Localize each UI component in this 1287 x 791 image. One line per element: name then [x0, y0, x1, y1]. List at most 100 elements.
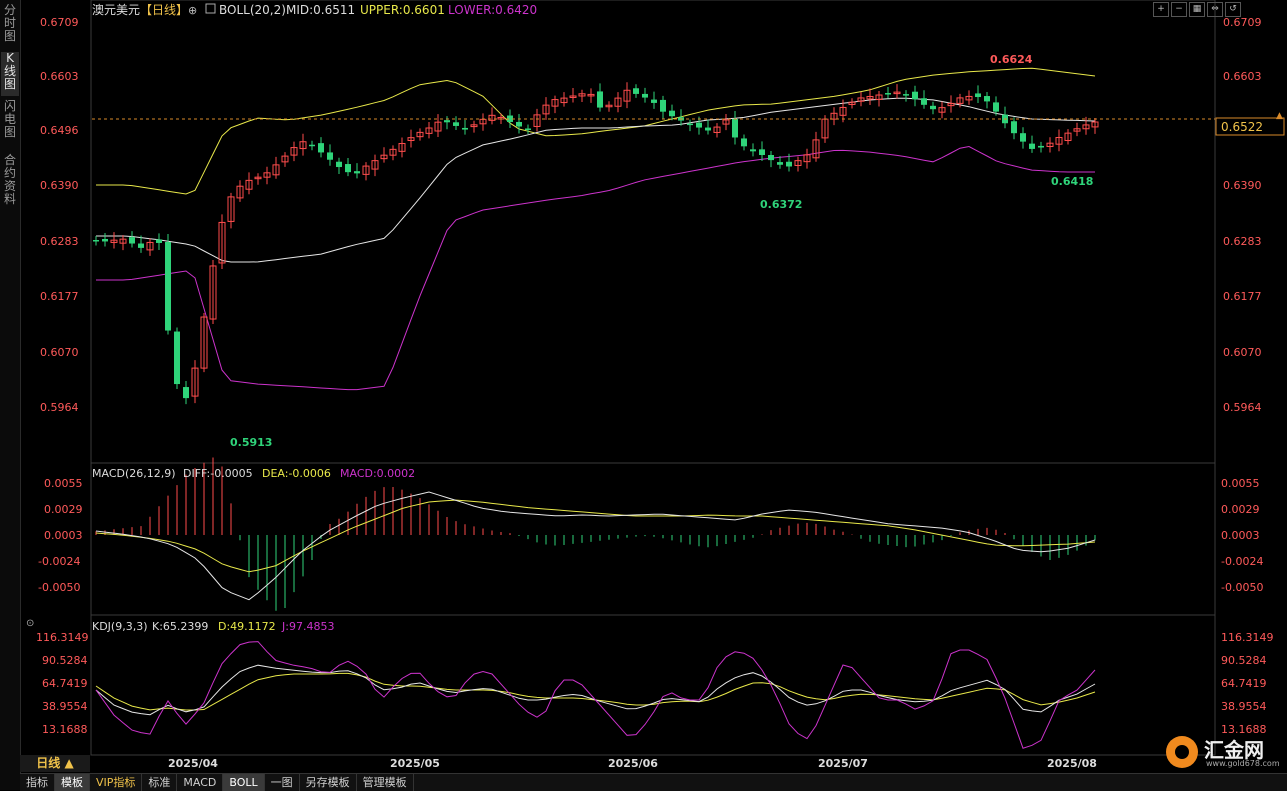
- macd-dea: DEA:-0.0006: [262, 467, 331, 480]
- boll-mid-line: [96, 97, 1096, 263]
- price-tick-left: 0.6390: [40, 179, 79, 192]
- candle-body: [1020, 133, 1026, 142]
- tab-save-template[interactable]: 另存模板: [300, 774, 357, 791]
- candle-body: [875, 94, 883, 100]
- date-axis: 2025/04 2025/05 2025/06 2025/07 2025/08: [168, 757, 1097, 770]
- date-tick: 2025/05: [390, 757, 440, 770]
- kdj-tick-right: 90.5284: [1221, 654, 1267, 667]
- candle-body: [803, 154, 811, 163]
- macd-tick-right: -0.0024: [1221, 555, 1263, 568]
- side-tab-contract-info[interactable]: 合约资料: [3, 153, 16, 206]
- tab-templates[interactable]: 模板: [55, 774, 90, 791]
- tab-standard[interactable]: 标准: [142, 774, 178, 791]
- candle-body: [507, 115, 513, 122]
- candle-body: [965, 95, 973, 101]
- candle-body: [921, 98, 927, 105]
- candle-body: [327, 152, 333, 160]
- side-tab-kline[interactable]: K线图: [1, 52, 19, 96]
- macd-tick-left: 0.0029: [44, 503, 83, 516]
- candle-body: [245, 179, 253, 190]
- bottom-tab-bar: 指标 模板 VIP指标 标准 MACD BOLL 一图 另存模板 管理模板: [20, 773, 1287, 791]
- pan-icon[interactable]: ⇔: [1207, 2, 1223, 17]
- zoom-out-icon[interactable]: −: [1171, 2, 1187, 17]
- candle-body: [687, 123, 693, 126]
- candle-body: [866, 95, 874, 100]
- candle-body: [174, 331, 180, 385]
- candle-body: [947, 102, 955, 107]
- candle-body: [885, 93, 891, 95]
- candle-body: [857, 97, 865, 102]
- macd-diff-line: [95, 491, 1096, 601]
- candle-body: [560, 97, 568, 104]
- candle-body: [642, 93, 648, 98]
- tab-boll[interactable]: BOLL: [223, 774, 265, 791]
- date-tick: 2025/04: [168, 757, 218, 770]
- candle-body: [254, 176, 262, 180]
- macd-tick-right: -0.0050: [1221, 581, 1263, 594]
- zoom-in-icon[interactable]: +: [1153, 2, 1169, 17]
- candle-body: [416, 131, 424, 138]
- tab-indicators[interactable]: 指标: [20, 774, 55, 791]
- candle-body: [462, 127, 468, 130]
- candle-body: [623, 89, 631, 102]
- candle-body: [236, 185, 244, 199]
- candle-body: [119, 238, 127, 244]
- candle-body: [165, 241, 171, 331]
- settings-icon[interactable]: ⊕: [188, 4, 197, 17]
- site-logo: 汇金网 www.gold678.com: [1166, 732, 1280, 772]
- tab-manage-templates[interactable]: 管理模板: [357, 774, 414, 791]
- grid-icon[interactable]: ▦: [1189, 2, 1205, 17]
- candle-body: [470, 124, 478, 128]
- candle-body: [1011, 121, 1017, 134]
- tab-vip-indicators[interactable]: VIP指标: [90, 774, 143, 791]
- boll-lines: [96, 67, 1096, 391]
- candle-body: [1029, 143, 1035, 149]
- kline-chart[interactable]: 0.6709 0.6603 0.6496 0.6390 0.6283 0.6177 0.60…: [0, 0, 1287, 773]
- side-tab-bar: 分时图 K线图 闪电图 合约资料: [0, 0, 21, 790]
- candle-body: [533, 114, 541, 127]
- boll-mid: MID:0.6511: [286, 3, 355, 17]
- macd-frame: [90, 462, 1216, 616]
- side-tab-timeshare[interactable]: 分时图: [3, 3, 16, 43]
- candle-body: [893, 91, 901, 95]
- candle-body: [839, 106, 847, 116]
- candle-body: [354, 171, 360, 174]
- candle-body: [1073, 128, 1081, 132]
- boll-lower: LOWER:0.6420: [448, 3, 537, 17]
- current-price-label: 0.6522: [1221, 120, 1263, 134]
- side-tab-flash[interactable]: 闪电图: [3, 99, 16, 139]
- period-selector-button[interactable]: 日线 ▲: [20, 755, 90, 772]
- candle-body: [110, 239, 118, 243]
- candle-body: [281, 155, 289, 163]
- tab-one-chart[interactable]: 一图: [265, 774, 300, 791]
- candle-body: [156, 239, 162, 243]
- candle-body: [848, 101, 856, 105]
- kdj-tick-left: 38.9554: [42, 700, 88, 713]
- reset-icon[interactable]: ↺: [1225, 2, 1241, 17]
- candle-body: [651, 99, 657, 103]
- macd-tick-left: -0.0050: [38, 581, 80, 594]
- kdj-tick-left: 64.7419: [42, 677, 88, 690]
- macd-tick-left: 0.0003: [44, 529, 83, 542]
- price-tick-right: 0.6283: [1223, 235, 1262, 248]
- macd-dea-line: [95, 499, 1096, 573]
- price-tick-right: 0.6177: [1223, 290, 1262, 303]
- candle-body: [227, 196, 235, 222]
- kdj-tick-right: 13.1688: [1221, 723, 1267, 736]
- kdj-frame: [90, 614, 1216, 756]
- macd-tick-right: 0.0003: [1221, 529, 1260, 542]
- candle-body: [1055, 137, 1063, 145]
- candle-body: [488, 114, 496, 121]
- kdj-panel: [95, 641, 1096, 749]
- candle-body: [956, 97, 964, 104]
- candle-body: [1038, 145, 1044, 148]
- candle-body: [812, 139, 820, 159]
- kdj-tick-left: 13.1688: [42, 723, 88, 736]
- tab-macd[interactable]: MACD: [177, 774, 224, 791]
- kdj-settings-icon[interactable]: ⊙: [26, 618, 34, 629]
- candle-body: [380, 154, 388, 160]
- price-tick-right: 0.6390: [1223, 179, 1262, 192]
- kdj-tick-left: 90.5284: [42, 654, 88, 667]
- indicator-icon[interactable]: [205, 3, 216, 14]
- candle-body: [759, 149, 765, 155]
